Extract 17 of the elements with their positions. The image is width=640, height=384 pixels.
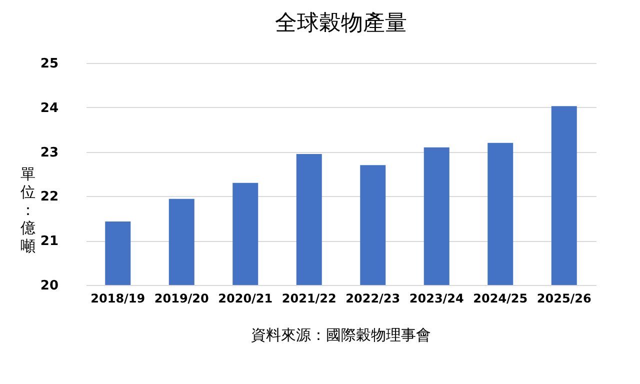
- x-tick-label: 2023/24: [409, 292, 464, 306]
- x-tick-label: 2019/20: [154, 292, 209, 306]
- y-tick-label: 25: [40, 56, 58, 72]
- y-tick-label: 22: [40, 190, 58, 205]
- x-tick-label: 2020/21: [218, 292, 273, 306]
- x-tick-label: 2018/19: [90, 292, 146, 306]
- y-tick-label: 23: [40, 145, 58, 160]
- y-tick-label: 21: [40, 234, 58, 250]
- y-tick-label: 20: [40, 278, 58, 294]
- y-tick-label: 24: [40, 100, 58, 116]
- x-tick-label: 2022/23: [346, 292, 400, 306]
- x-tick-label: 2025/26: [536, 292, 592, 306]
- chart-title: 全球穀物產量: [275, 11, 407, 36]
- source-note: 資料來源：國際穀物理事會: [251, 326, 431, 344]
- x-tick-label: 2024/25: [473, 292, 528, 306]
- x-tick-label: 2021/22: [282, 292, 336, 306]
- y-axis-title: 單位：億噸: [20, 165, 36, 255]
